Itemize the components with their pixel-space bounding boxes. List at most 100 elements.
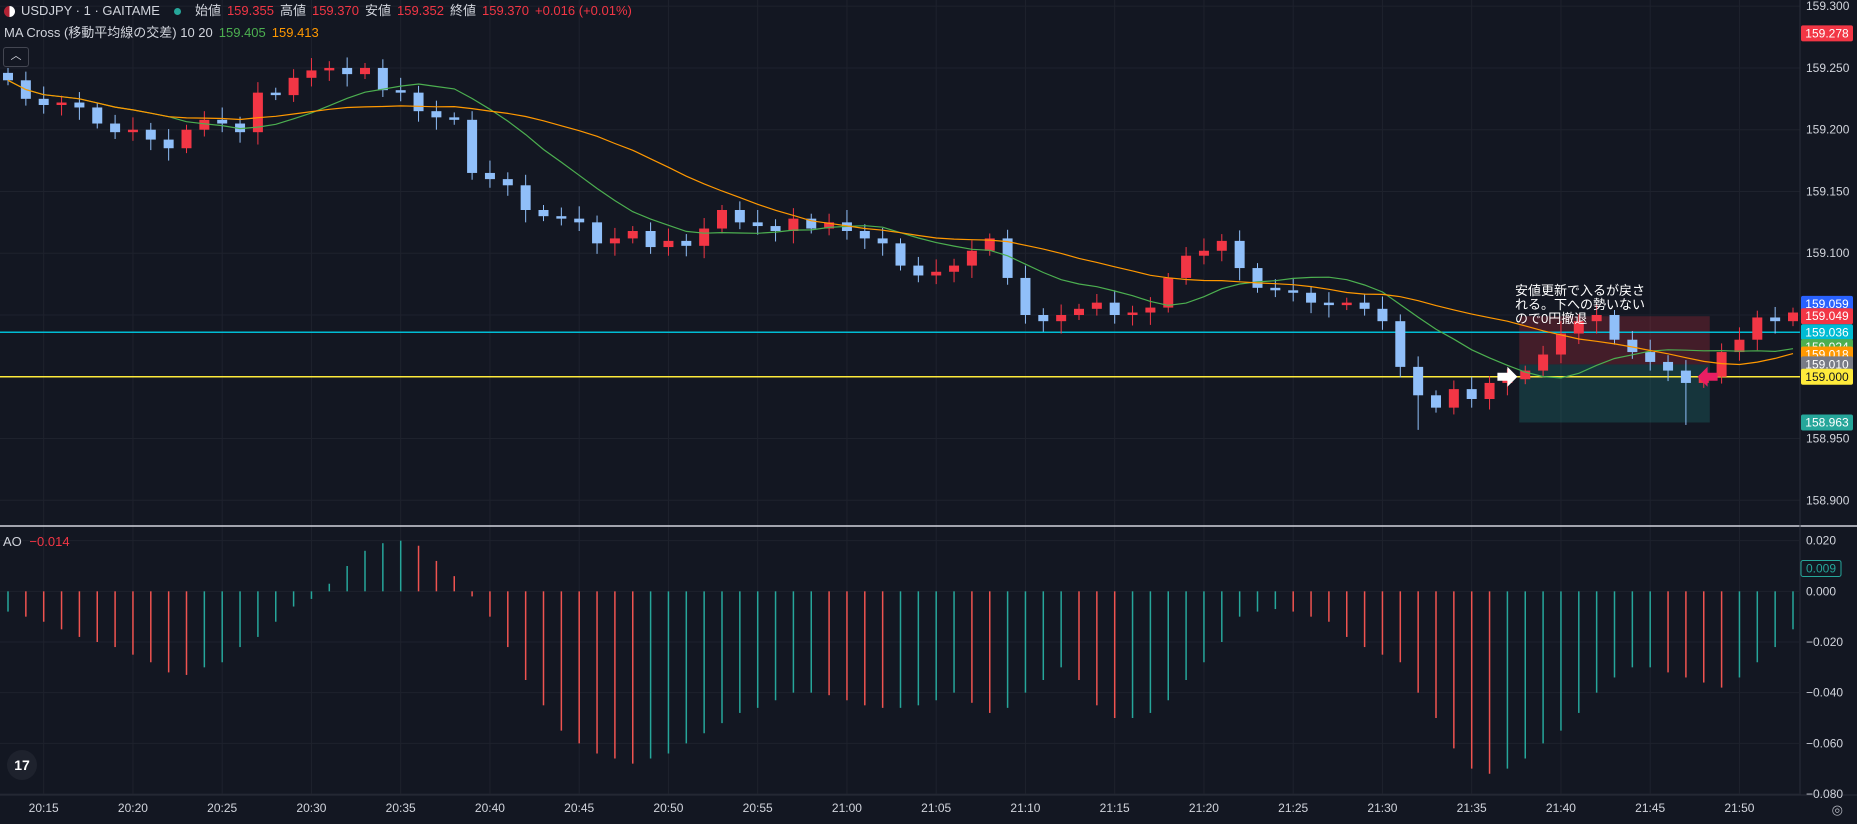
- price-axis-tick: 159.300: [1806, 0, 1850, 13]
- time-axis-tick: 21:50: [1724, 801, 1754, 815]
- candle-body: [1609, 315, 1620, 340]
- candle-body: [1484, 382, 1495, 399]
- candle-body: [592, 222, 603, 244]
- candle-body: [1770, 317, 1781, 322]
- candle-body: [717, 210, 727, 229]
- candle-body: [1466, 389, 1477, 399]
- candle-body: [1663, 361, 1674, 371]
- ao-current-label: 0.009: [1800, 560, 1842, 578]
- market-status-icon: [173, 7, 181, 15]
- open-value: 159.355: [226, 3, 274, 18]
- time-axis-tick: 21:25: [1278, 801, 1308, 815]
- candle-body: [895, 243, 906, 266]
- ao-current-label-text: 0.009: [1806, 562, 1836, 576]
- chart-legend: USDJPY · 1 · GAITAME 始値 159.355 高値 159.370…: [0, 0, 632, 44]
- time-axis-tick: 21:30: [1367, 801, 1397, 815]
- candle-body: [1323, 302, 1334, 306]
- time-axis-tick: 20:55: [743, 801, 773, 815]
- candle-body: [38, 98, 49, 105]
- price-label-text: 159.049: [1805, 309, 1849, 323]
- price-label-bg: [1801, 414, 1853, 431]
- time-axis-tick: 20:20: [118, 801, 148, 815]
- time-axis-tick: 21:20: [1189, 801, 1219, 815]
- price-label: 159.000: [1801, 368, 1853, 385]
- candle-body: [342, 67, 353, 75]
- symbol-row: USDJPY · 1 · GAITAME 始値 159.355 高値 159.370…: [0, 0, 632, 22]
- candle-body: [502, 179, 513, 186]
- time-axis-tick: 21:10: [1010, 801, 1040, 815]
- candle-body: [877, 238, 888, 244]
- price-axis-tick: 158.900: [1806, 493, 1850, 507]
- time-axis-tick: 21:40: [1546, 801, 1576, 815]
- candle-body: [1127, 312, 1138, 315]
- candle-body: [74, 102, 85, 108]
- ao-axis-tick: 0.020: [1806, 534, 1836, 548]
- ma-slow-line: [7, 79, 1794, 366]
- candle-body: [377, 67, 388, 91]
- candle-body: [859, 231, 870, 239]
- trade-note[interactable]: 安値更新で入るが戻さ れる。下への勢いない ので0円撤退: [1515, 284, 1655, 326]
- ao-axis-tick: −0.020: [1806, 635, 1843, 649]
- candle-body: [1306, 292, 1317, 303]
- price-label-bg: [1801, 324, 1853, 341]
- candle-body: [1645, 352, 1656, 362]
- high-label: 高値: [279, 3, 306, 18]
- candle-body: [235, 123, 246, 133]
- candle-body: [1788, 312, 1798, 322]
- ao-legend[interactable]: AO −0.014: [3, 534, 70, 549]
- candle-body: [1538, 354, 1549, 371]
- candle-body: [1074, 308, 1084, 315]
- candle-body: [806, 218, 817, 229]
- ao-name[interactable]: AO: [3, 534, 22, 549]
- low-value: 159.352: [396, 3, 444, 18]
- price-label: 159.059: [1801, 295, 1853, 312]
- candle-body: [270, 92, 281, 96]
- candle-body: [1680, 370, 1691, 383]
- candle-body: [1198, 250, 1209, 256]
- price-axis-tick: 159.250: [1806, 61, 1850, 75]
- tradingview-logo-icon[interactable]: 17: [7, 750, 37, 780]
- candle-body: [770, 226, 781, 231]
- ma-name[interactable]: MA Cross (移動平均線の交差) 10 20: [4, 25, 213, 40]
- collapse-legend-button[interactable]: ︿: [3, 47, 29, 67]
- candle-body: [824, 222, 835, 229]
- candle-body: [1270, 287, 1281, 291]
- candle-body: [1734, 339, 1745, 353]
- candle-body: [1573, 321, 1584, 334]
- candle-body: [306, 70, 317, 78]
- candle-body: [484, 172, 495, 180]
- candle-body: [663, 240, 674, 248]
- price-label-bg: [1801, 356, 1853, 373]
- candle-body: [556, 216, 567, 219]
- candle-body: [949, 265, 960, 272]
- trade-note-line: れる。下への勢いない: [1515, 297, 1646, 312]
- price-label: 159.278: [1801, 25, 1853, 42]
- candle-body: [681, 240, 692, 246]
- price-label-bg: [1801, 368, 1853, 385]
- candle-body: [199, 119, 210, 130]
- time-axis-tick: 20:50: [653, 801, 683, 815]
- candle-body: [110, 123, 121, 133]
- candle-body: [734, 210, 745, 223]
- symbol-title[interactable]: USDJPY · 1 · GAITAME: [21, 3, 160, 18]
- candle-body: [538, 210, 549, 217]
- exit-arrow-icon: [1697, 366, 1718, 387]
- candle-body: [574, 218, 585, 223]
- candle-body: [520, 185, 531, 210]
- candle-body: [913, 265, 924, 276]
- time-axis-tick: 21:15: [1100, 801, 1130, 815]
- candle-body: [1145, 307, 1156, 313]
- target-zone: [1519, 364, 1710, 423]
- ao-value: −0.014: [29, 534, 70, 549]
- price-label-text: 159.000: [1805, 370, 1849, 384]
- candle-body: [324, 67, 335, 71]
- price-label: 158.963: [1801, 414, 1853, 431]
- candle-body: [1341, 302, 1352, 306]
- candle-body: [627, 231, 638, 239]
- ma-row[interactable]: MA Cross (移動平均線の交差) 10 20 159.405 159.41…: [0, 22, 632, 44]
- settings-icon[interactable]: ◎: [1831, 802, 1843, 817]
- candle-body: [1520, 370, 1531, 380]
- trade-note-line: 安値更新で入るが戻さ: [1515, 283, 1646, 298]
- candle-body: [252, 92, 263, 133]
